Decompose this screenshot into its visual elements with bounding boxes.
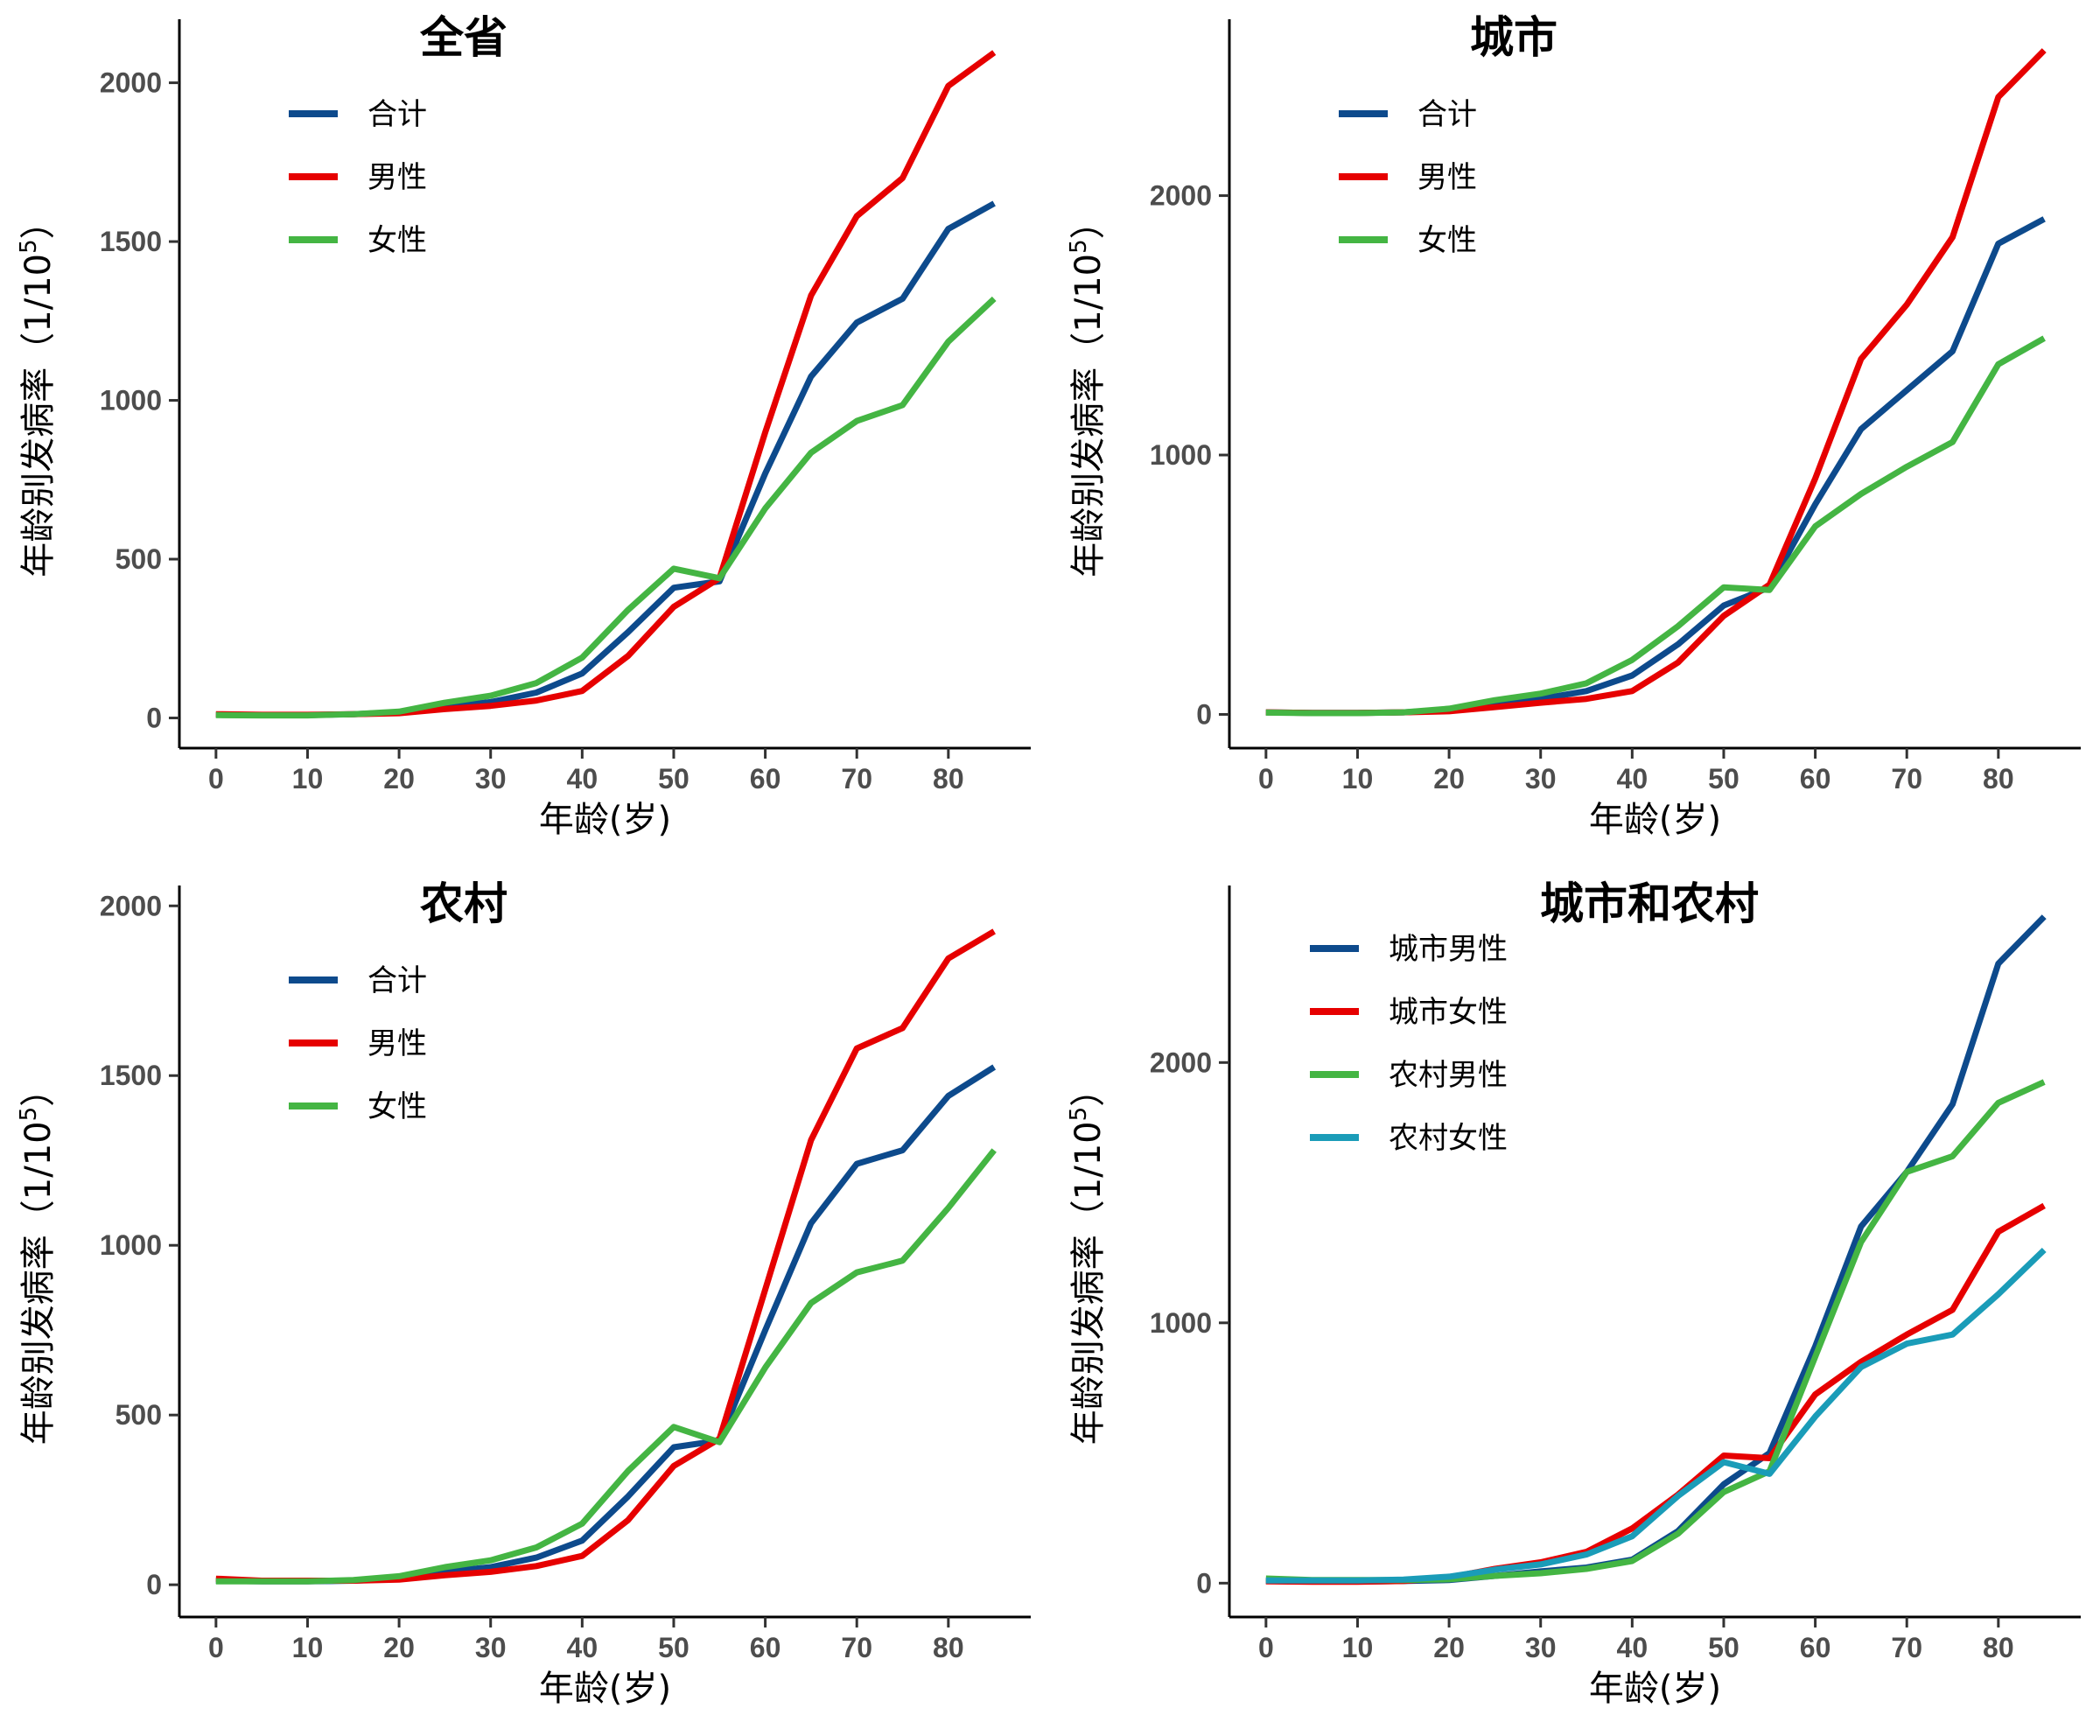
x-tick-label: 10 [292, 1632, 324, 1663]
x-tick-label: 50 [658, 763, 690, 794]
y-tick-label: 2000 [1150, 1046, 1212, 1078]
legend-label: 合计 [1418, 97, 1477, 132]
x-tick-label: 60 [1800, 763, 1831, 794]
series-line-4 [1265, 1247, 2047, 1584]
y-tick-label: 2000 [100, 890, 162, 921]
y-tick-label: 2000 [1150, 180, 1212, 212]
panel-3: 0 10 20 30 40 50 60 70 80 0 500 1000 1500 2000 年龄(岁) 年龄… [16, 878, 1031, 1709]
x-tick-label: 40 [1617, 1632, 1648, 1663]
legend-label: 合计 [368, 97, 427, 132]
x-tick-label: 40 [567, 763, 598, 794]
x-tick-label: 70 [841, 763, 872, 794]
legend-label: 男性 [368, 1026, 427, 1061]
series-line-2 [1265, 1202, 2046, 1586]
legend-label: 女性 [1418, 223, 1477, 258]
legend-label: 男性 [1418, 160, 1477, 195]
legend-label: 女性 [368, 223, 427, 258]
series-line-3 [215, 1148, 997, 1585]
y-tick-label: 2000 [100, 67, 162, 99]
panel-title: 全省 [419, 11, 508, 63]
x-tick-label: 0 [208, 763, 224, 794]
y-axis-title: 年龄别发病率（1/105） [16, 204, 59, 577]
y-tick-label: 1000 [1150, 1307, 1212, 1339]
x-tick-label: 80 [1983, 1632, 2014, 1663]
x-tick-label: 60 [750, 763, 781, 794]
legend-label: 女性 [368, 1089, 427, 1124]
x-tick-label: 60 [1800, 1632, 1831, 1663]
legend-label: 农村女性 [1389, 1121, 1508, 1156]
x-tick-label: 50 [658, 1632, 690, 1663]
y-tick-label: 1000 [1150, 439, 1212, 471]
x-tick-label: 70 [1891, 763, 1922, 794]
x-tick-label: 80 [933, 1632, 964, 1663]
x-tick-label: 20 [1433, 1632, 1465, 1663]
panel-2: 0 10 20 30 40 50 60 70 80 0 1000 2000 年龄(岁) 年龄别发病率（1/… [1066, 11, 2081, 840]
x-tick-label: 40 [1617, 763, 1648, 794]
x-tick-label: 70 [1891, 1632, 1922, 1663]
x-axis-title: 年龄(岁) [539, 800, 671, 840]
x-tick-label: 80 [1983, 763, 2014, 794]
y-tick-label: 500 [116, 1399, 162, 1431]
series-line-3 [1265, 335, 2046, 717]
series-line-1 [215, 1064, 997, 1585]
x-tick-label: 70 [841, 1632, 872, 1663]
x-tick-label: 10 [1342, 763, 1374, 794]
panel-title: 城市和农村 [1540, 878, 1759, 929]
x-tick-label: 30 [1525, 1632, 1557, 1663]
x-tick-label: 10 [292, 763, 324, 794]
x-tick-label: 10 [1342, 1632, 1374, 1663]
y-tick-label: 1500 [100, 1060, 162, 1091]
series-line-3 [215, 296, 997, 719]
y-tick-label: 0 [146, 703, 162, 734]
series-line-2 [215, 928, 996, 1584]
series-line-1 [215, 200, 996, 718]
series-line-2 [215, 50, 997, 718]
series-line-1 [1265, 216, 2046, 717]
legend-label: 合计 [368, 963, 427, 998]
y-tick-label: 0 [1196, 1567, 1212, 1599]
x-axis-title: 年龄(岁) [1589, 800, 1721, 840]
y-axis-title: 年龄别发病率（1/105） [1066, 1072, 1109, 1445]
legend-label: 城市女性 [1389, 995, 1508, 1030]
x-tick-label: 50 [1708, 1632, 1740, 1663]
x-tick-label: 30 [1525, 763, 1557, 794]
x-tick-label: 30 [475, 763, 507, 794]
x-tick-label: 20 [1433, 763, 1465, 794]
x-tick-label: 50 [1708, 763, 1740, 794]
y-tick-label: 1000 [100, 1229, 162, 1261]
series-line-3 [1265, 1079, 2046, 1584]
x-tick-label: 20 [383, 763, 415, 794]
panel-title: 城市 [1470, 11, 1558, 63]
legend-label: 男性 [368, 160, 427, 195]
x-tick-label: 0 [1258, 1632, 1274, 1663]
x-tick-label: 30 [475, 1632, 507, 1663]
x-tick-label: 0 [208, 1632, 224, 1663]
y-tick-label: 1500 [100, 226, 162, 257]
y-tick-label: 0 [1196, 698, 1212, 730]
y-tick-label: 500 [116, 543, 162, 575]
y-axis-title: 年龄别发病率（1/105） [1066, 204, 1109, 577]
series-line-2 [1265, 48, 2047, 717]
legend-label: 城市男性 [1389, 932, 1508, 967]
series-line-1 [1265, 914, 2047, 1585]
panel-4: 0 10 20 30 40 50 60 70 80 0 1000 2000 年龄(岁) 年龄别发病率（1/… [1066, 878, 2081, 1709]
x-axis-title: 年龄(岁) [1589, 1669, 1721, 1709]
y-axis-title: 年龄别发病率（1/105） [16, 1072, 59, 1445]
x-tick-label: 0 [1258, 763, 1274, 794]
panel-1: 0 10 20 30 40 50 60 70 80 0 500 1000 1500 2000 年龄(岁) 年龄… [16, 11, 1031, 840]
x-tick-label: 40 [567, 1632, 598, 1663]
y-tick-label: 1000 [100, 385, 162, 416]
panel-title: 农村 [420, 878, 508, 929]
x-axis-title: 年龄(岁) [539, 1669, 671, 1709]
x-tick-label: 80 [933, 763, 964, 794]
x-tick-label: 20 [383, 1632, 415, 1663]
x-tick-label: 60 [750, 1632, 781, 1663]
y-tick-label: 0 [146, 1569, 162, 1600]
legend-label: 农村男性 [1389, 1058, 1508, 1093]
